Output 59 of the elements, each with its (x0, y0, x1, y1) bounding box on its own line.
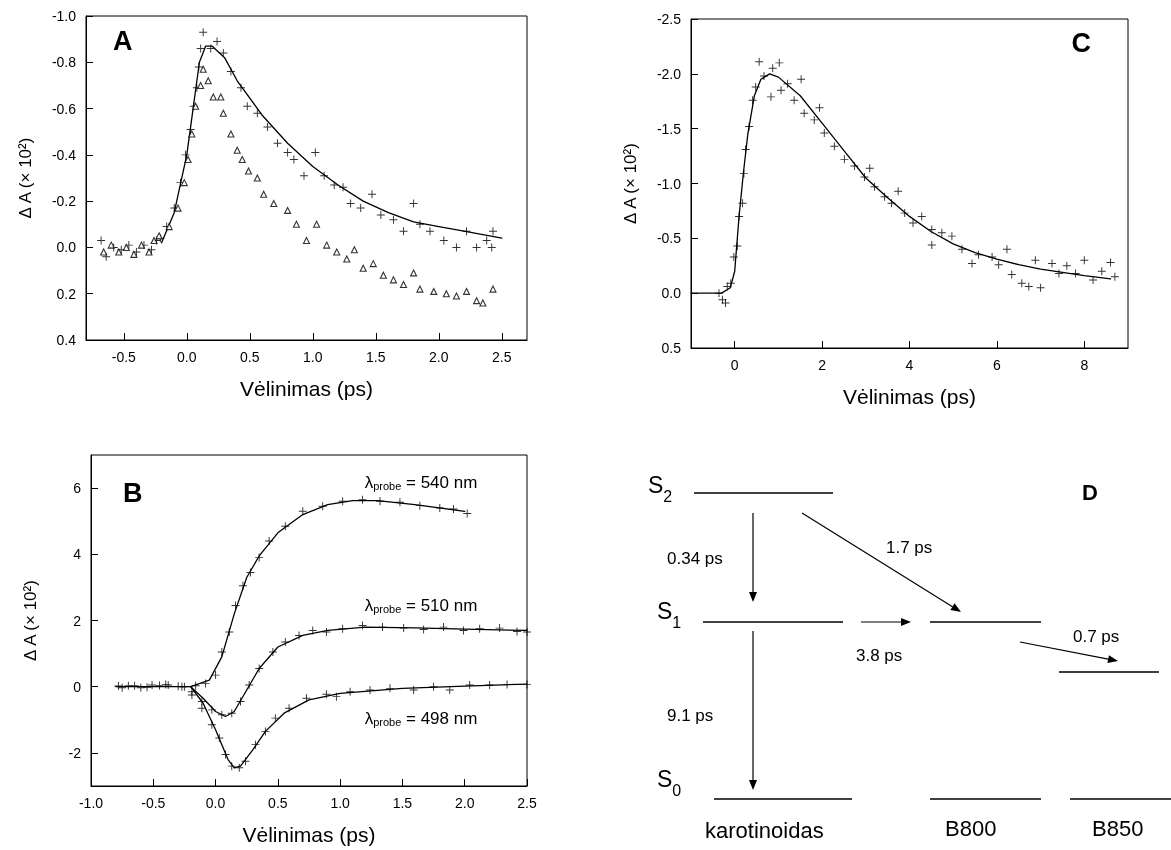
y-tick-label: 2 (73, 612, 82, 629)
y-tick-label: -2.0 (656, 65, 682, 82)
y-tick-label: -1.0 (51, 8, 77, 24)
x-tick-label: 1.5 (366, 349, 386, 365)
y-tick-label: -0.5 (656, 230, 682, 247)
y-tick-label: 4 (73, 546, 82, 563)
x-tick-label: 2.0 (429, 349, 449, 365)
x-axis-title: Vėlinimas (ps) (842, 385, 977, 408)
x-axis-title: Vėlinimas (ps) (242, 823, 376, 846)
y-tick-label: -0.8 (51, 54, 77, 71)
x-tick-label: 0 (730, 357, 739, 373)
y-axis-title: Δ A (× 10²) (21, 580, 40, 661)
text: 3.8 ps (856, 646, 903, 665)
x-tick-label: 1.5 (392, 795, 413, 811)
text: S$_{1}$ (657, 598, 682, 631)
x-tick-label: 2.5 (517, 795, 537, 811)
text: 0.7 ps (1073, 627, 1120, 646)
x-axis-title: Vėlinimas (ps) (239, 377, 374, 400)
text: D (1082, 480, 1098, 505)
text: B800 (945, 816, 997, 841)
y-axis-title: Δ A (× 10²) (16, 137, 35, 219)
x-tick-label: 8 (1080, 357, 1089, 373)
y-tick-label: 0.4 (56, 332, 77, 348)
text: S$_{0}$ (657, 766, 682, 799)
y-tick-label: 0 (73, 678, 82, 695)
y-tick-label: -0.6 (51, 100, 77, 117)
y-tick-label: 0.0 (56, 239, 77, 256)
chart-title: A (113, 25, 133, 56)
x-tick-label: 0.5 (240, 349, 260, 365)
y-tick-label: 0.2 (56, 285, 77, 302)
text: 1.7 ps (886, 538, 933, 557)
y-tick-label: 6 (73, 480, 82, 497)
x-tick-label: 2 (818, 357, 827, 373)
text: B850 (1092, 816, 1144, 841)
x-tick-label: 6 (993, 357, 1001, 373)
y-tick-label: -1.0 (656, 175, 682, 192)
x-tick-label: 1.0 (303, 349, 323, 365)
x-tick-label: 1.0 (330, 795, 351, 811)
text: karotinoidas (705, 818, 824, 843)
x-tick-label: 2.0 (454, 795, 475, 811)
x-tick-label: 4 (905, 357, 914, 373)
y-tick-label: -2.5 (656, 11, 682, 27)
text: 9.1 ps (667, 706, 714, 725)
y-tick-label: -0.2 (51, 193, 77, 210)
y-tick-label: -2 (68, 744, 82, 761)
x-tick-label: 0.0 (205, 795, 226, 811)
y-tick-label: -0.4 (51, 146, 77, 163)
x-tick-label: -0.5 (141, 795, 166, 811)
y-axis-title: Δ A (× 10²) (621, 143, 640, 224)
y-tick-label: 0.0 (661, 285, 682, 302)
text: 0.34 ps (667, 549, 723, 568)
x-tick-label: 0.0 (177, 349, 197, 365)
y-tick-label: -1.5 (656, 120, 682, 137)
x-tick-label: -0.5 (111, 349, 137, 365)
text: B (123, 477, 143, 508)
x-tick-label: 0.5 (268, 795, 288, 811)
chart-title: C (1071, 27, 1091, 58)
x-tick-label: 2.5 (492, 349, 512, 365)
text: S$_{2}$ (648, 472, 673, 505)
